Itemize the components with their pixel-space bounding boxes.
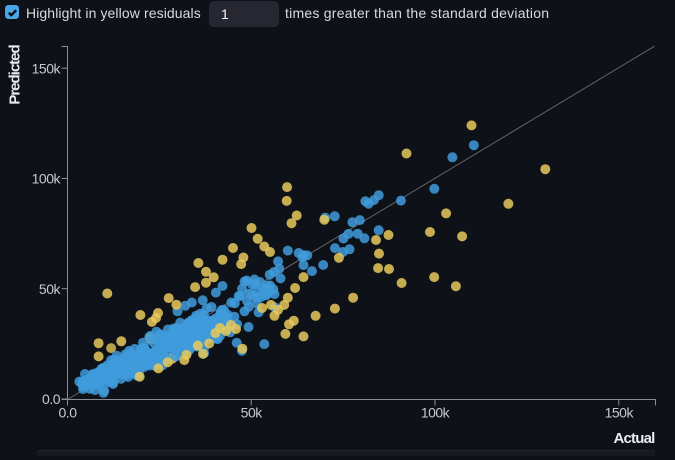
svg-text:50k: 50k	[39, 281, 62, 297]
svg-text:50k: 50k	[241, 405, 264, 421]
svg-text:Predicted: Predicted	[6, 44, 23, 104]
svg-text:100k: 100k	[32, 171, 62, 187]
svg-text:Actual: Actual	[613, 430, 655, 447]
svg-text:100k: 100k	[421, 405, 451, 421]
svg-text:150k: 150k	[32, 60, 62, 76]
svg-text:0.0: 0.0	[59, 405, 78, 421]
svg-text:150k: 150k	[605, 405, 635, 421]
svg-text:0.0: 0.0	[42, 391, 61, 407]
